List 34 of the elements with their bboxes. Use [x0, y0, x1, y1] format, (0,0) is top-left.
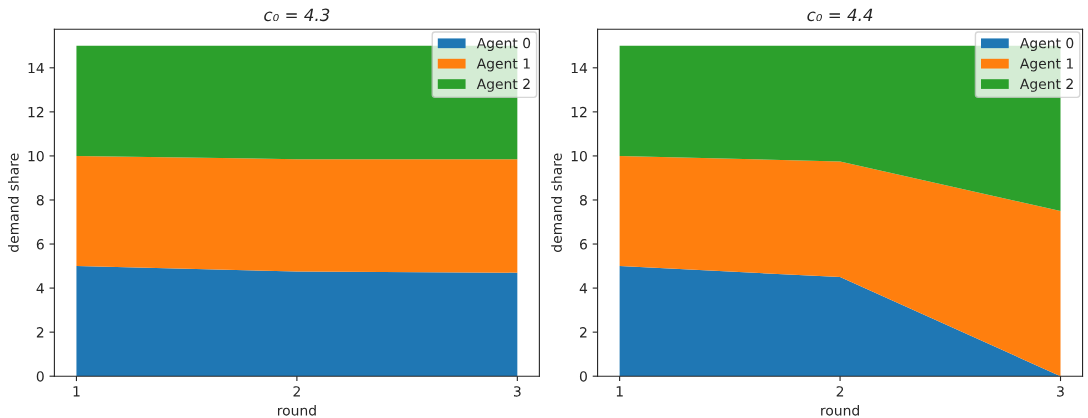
legend-label: Agent 0 [1019, 37, 1074, 52]
chart-title: c₀ = 4.4 [807, 8, 873, 22]
x-tick-label: 2 [836, 386, 844, 397]
x-tick-label: 3 [1057, 386, 1064, 397]
y-tick-label: 4 [36, 283, 44, 294]
x-axis-title: round [821, 404, 859, 416]
y-axis-title: demand share [8, 153, 19, 252]
y-tick-label: 2 [36, 327, 44, 338]
legend-label: Agent 2 [1019, 78, 1073, 92]
y-tick-label: 10 [571, 150, 587, 162]
x-tick-label: 1 [73, 386, 80, 397]
x-axis-title: round [277, 404, 316, 416]
x-tick-label: 3 [513, 386, 521, 397]
x-tick-label: 2 [293, 386, 300, 397]
y-tick-label: 8 [579, 194, 587, 206]
y-tick-label: 14 [28, 62, 44, 74]
legend-label: Agent 0 [476, 37, 531, 52]
legend-label: Agent 1 [1019, 58, 1073, 72]
x-tick-label: 1 [616, 386, 623, 397]
y-tick-label: 14 [571, 62, 588, 74]
legend-label: Agent 1 [476, 58, 530, 72]
y-tick-label: 8 [36, 194, 44, 206]
y-tick-label: 0 [579, 371, 587, 382]
y-tick-label: 0 [36, 371, 44, 382]
y-tick-label: 12 [571, 106, 587, 118]
y-tick-label: 12 [28, 106, 44, 118]
y-tick-label: 6 [579, 239, 587, 250]
y-tick-label: 10 [28, 150, 44, 162]
chart-title: c₀ = 4.3 [264, 8, 330, 22]
y-tick-label: 4 [579, 283, 588, 294]
y-tick-label: 6 [36, 239, 44, 250]
y-axis-title: demand share [551, 153, 562, 252]
legend-label: Agent 2 [476, 78, 530, 92]
y-tick-label: 2 [580, 327, 587, 338]
